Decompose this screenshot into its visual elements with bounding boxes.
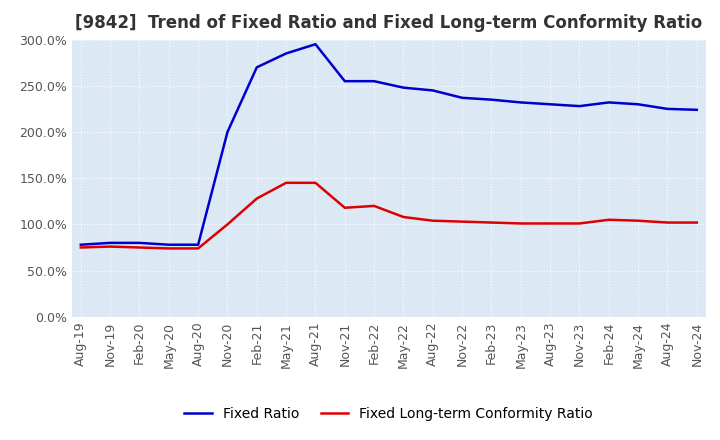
- Fixed Ratio: [76, 242, 85, 247]
- Fixed Ratio: [194, 242, 202, 247]
- Fixed Long-term Conformity Ratio: [370, 203, 379, 209]
- Fixed Ratio: [605, 100, 613, 105]
- Fixed Ratio: [253, 65, 261, 70]
- Fixed Ratio: [223, 129, 232, 135]
- Fixed Ratio: [458, 95, 467, 100]
- Fixed Long-term Conformity Ratio: [253, 196, 261, 201]
- Fixed Long-term Conformity Ratio: [663, 220, 672, 225]
- Fixed Ratio: [487, 97, 496, 102]
- Fixed Long-term Conformity Ratio: [605, 217, 613, 222]
- Fixed Long-term Conformity Ratio: [516, 221, 525, 226]
- Fixed Long-term Conformity Ratio: [164, 246, 173, 251]
- Fixed Ratio: [135, 240, 144, 246]
- Fixed Long-term Conformity Ratio: [282, 180, 290, 185]
- Fixed Ratio: [282, 51, 290, 56]
- Fixed Ratio: [575, 103, 584, 109]
- Fixed Long-term Conformity Ratio: [487, 220, 496, 225]
- Fixed Long-term Conformity Ratio: [106, 244, 114, 249]
- Fixed Long-term Conformity Ratio: [135, 245, 144, 250]
- Fixed Ratio: [693, 107, 701, 113]
- Fixed Ratio: [663, 106, 672, 111]
- Title: [9842]  Trend of Fixed Ratio and Fixed Long-term Conformity Ratio: [9842] Trend of Fixed Ratio and Fixed Lo…: [75, 15, 703, 33]
- Fixed Ratio: [341, 78, 349, 84]
- Fixed Long-term Conformity Ratio: [428, 218, 437, 224]
- Fixed Ratio: [516, 100, 525, 105]
- Fixed Long-term Conformity Ratio: [399, 214, 408, 220]
- Fixed Long-term Conformity Ratio: [341, 205, 349, 210]
- Fixed Ratio: [399, 85, 408, 90]
- Fixed Long-term Conformity Ratio: [634, 218, 642, 224]
- Line: Fixed Long-term Conformity Ratio: Fixed Long-term Conformity Ratio: [81, 183, 697, 249]
- Fixed Ratio: [370, 78, 379, 84]
- Fixed Ratio: [634, 102, 642, 107]
- Fixed Long-term Conformity Ratio: [223, 222, 232, 227]
- Fixed Ratio: [311, 41, 320, 47]
- Fixed Long-term Conformity Ratio: [311, 180, 320, 185]
- Fixed Long-term Conformity Ratio: [575, 221, 584, 226]
- Fixed Ratio: [106, 240, 114, 246]
- Fixed Long-term Conformity Ratio: [458, 219, 467, 224]
- Fixed Ratio: [164, 242, 173, 247]
- Legend: Fixed Ratio, Fixed Long-term Conformity Ratio: Fixed Ratio, Fixed Long-term Conformity …: [179, 401, 599, 426]
- Fixed Long-term Conformity Ratio: [76, 245, 85, 250]
- Fixed Long-term Conformity Ratio: [693, 220, 701, 225]
- Line: Fixed Ratio: Fixed Ratio: [81, 44, 697, 245]
- Fixed Long-term Conformity Ratio: [194, 246, 202, 251]
- Fixed Ratio: [428, 88, 437, 93]
- Fixed Long-term Conformity Ratio: [546, 221, 554, 226]
- Fixed Ratio: [546, 102, 554, 107]
